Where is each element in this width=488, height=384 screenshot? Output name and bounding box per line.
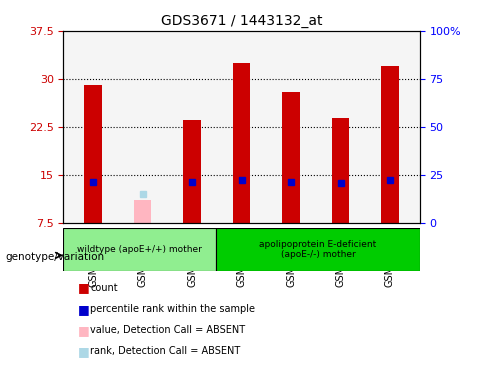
FancyBboxPatch shape xyxy=(216,228,420,271)
Text: wildtype (apoE+/+) mother: wildtype (apoE+/+) mother xyxy=(77,245,202,254)
Text: ■: ■ xyxy=(78,345,90,358)
Text: ■: ■ xyxy=(78,324,90,337)
Text: rank, Detection Call = ABSENT: rank, Detection Call = ABSENT xyxy=(90,346,241,356)
Bar xyxy=(84,85,102,223)
Bar xyxy=(183,120,201,223)
Bar xyxy=(233,63,250,223)
Bar xyxy=(134,200,151,223)
Bar xyxy=(332,118,349,223)
Text: ■: ■ xyxy=(78,281,90,295)
Title: GDS3671 / 1443132_at: GDS3671 / 1443132_at xyxy=(161,14,322,28)
FancyBboxPatch shape xyxy=(63,228,216,271)
Text: value, Detection Call = ABSENT: value, Detection Call = ABSENT xyxy=(90,325,245,335)
Text: count: count xyxy=(90,283,118,293)
Bar xyxy=(381,66,399,223)
Text: genotype/variation: genotype/variation xyxy=(5,252,104,262)
Text: apolipoprotein E-deficient
(apoE-/-) mother: apolipoprotein E-deficient (apoE-/-) mot… xyxy=(259,240,377,259)
Text: percentile rank within the sample: percentile rank within the sample xyxy=(90,304,255,314)
Bar xyxy=(283,91,300,223)
Text: ■: ■ xyxy=(78,303,90,316)
